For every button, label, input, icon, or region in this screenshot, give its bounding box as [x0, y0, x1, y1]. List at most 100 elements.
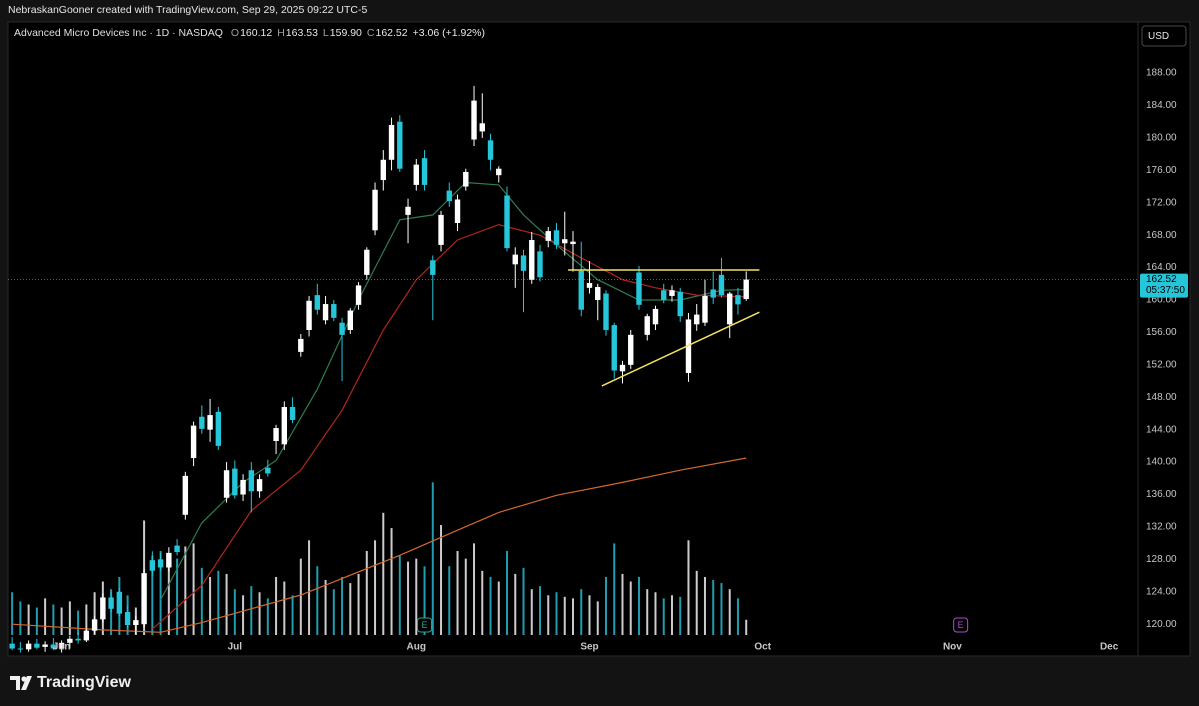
x-tick-label: Sep [580, 642, 598, 653]
candle-body [380, 159, 386, 181]
volume-bar [250, 586, 253, 635]
legend-value: 162.52 [375, 27, 407, 39]
volume-bar [415, 558, 418, 635]
volume-bar [217, 570, 220, 635]
volume-bar [176, 558, 179, 635]
candle-body [199, 416, 205, 429]
axes: 120.00 124.00 128.00 132.00 136.00 140.00 144.… [53, 68, 1188, 653]
x-tick-label: Nov [943, 642, 962, 653]
legend: Advanced Micro Devices Inc · 1D · NASDAQ… [14, 27, 485, 39]
volume-bar [530, 589, 533, 635]
volume-bar [398, 555, 401, 635]
candle-body [273, 428, 279, 442]
candle-body [91, 619, 98, 631]
candle-body [636, 272, 642, 305]
candle-body [372, 189, 378, 231]
y-tick-label: 172.00 [1146, 197, 1177, 208]
volume-bar [374, 540, 377, 635]
volume-bar [283, 581, 286, 635]
legend-key: L [323, 27, 329, 39]
volume-bar [687, 540, 690, 635]
volume-bar [52, 604, 55, 635]
candle-body [471, 100, 477, 140]
candle-body [50, 644, 57, 649]
candle-body [141, 573, 147, 625]
y-tick-label: 124.00 [1146, 586, 1177, 597]
y-tick-label: 188.00 [1146, 68, 1177, 79]
candle-body [454, 199, 461, 224]
volume-bar [720, 583, 723, 635]
currency-button[interactable] [1141, 25, 1187, 47]
volume-bar [332, 589, 335, 635]
volume-bar [19, 601, 22, 635]
volume-bar [522, 567, 525, 635]
candle-body [619, 364, 626, 372]
y-tick-label: 168.00 [1146, 230, 1177, 241]
candle-body [586, 282, 593, 288]
x-tick-label: Aug [407, 642, 426, 653]
candle-body [487, 140, 494, 160]
candle-body [331, 304, 337, 318]
candle-body [463, 171, 469, 187]
event-label: E [958, 620, 964, 630]
candle-body [446, 190, 452, 202]
candle-body [75, 638, 81, 641]
candle-body [421, 158, 428, 185]
volume-bar [110, 589, 113, 635]
volume-bar [291, 595, 294, 635]
y-tick-label: 184.00 [1146, 100, 1177, 111]
volume-bar [464, 558, 467, 635]
candle-body [735, 295, 741, 305]
volume-bar [209, 576, 212, 635]
candle-body [644, 316, 650, 335]
volume-bar [93, 592, 96, 635]
candle-body [34, 643, 40, 648]
volume-bar [11, 592, 14, 635]
candle-body [83, 630, 90, 641]
volume-bar [506, 551, 509, 635]
candle-body [562, 239, 568, 244]
candle-body [743, 279, 749, 300]
volume-bar [745, 619, 748, 635]
y-tick-label: 160.00 [1146, 295, 1177, 306]
volume-bar [646, 589, 649, 635]
volume-bar [200, 567, 203, 635]
candle-body [108, 597, 114, 609]
candle-body [207, 415, 213, 430]
legend-change: +3.06 (+1.92%) [413, 27, 485, 39]
x-tick-label: Dec [1100, 642, 1119, 653]
volume-bar [563, 596, 566, 635]
volume-bar [390, 528, 393, 635]
candle-body [223, 470, 230, 498]
volume-bar [242, 595, 245, 635]
candle-body [694, 314, 700, 325]
volume-bar [679, 596, 682, 635]
volume-bar [35, 607, 38, 635]
volume-bar [159, 551, 162, 635]
volume-bar [275, 576, 278, 635]
volume-bar [572, 598, 574, 635]
volume-bar [670, 595, 673, 635]
candle-body [289, 406, 296, 420]
y-tick-label: 176.00 [1146, 165, 1177, 176]
candle-body [603, 293, 609, 330]
countdown-label: 05:37:50 [1146, 285, 1185, 296]
legend-key: H [277, 27, 285, 39]
legend-value: 163.53 [286, 27, 318, 39]
candle-body [347, 310, 353, 330]
volume-bar [357, 573, 360, 635]
volume-bar [736, 598, 739, 635]
volume-bar [489, 576, 492, 635]
volume-bar [85, 604, 88, 635]
volume-bar [604, 576, 607, 635]
volume-bar [596, 601, 599, 635]
volume-bar [473, 543, 476, 635]
candle-body [364, 249, 370, 275]
candle-body [520, 255, 527, 271]
candle-body [553, 230, 560, 245]
volume-bar [233, 589, 236, 635]
x-tick-label: Jun [53, 642, 71, 653]
candle-body [58, 642, 65, 649]
volume-bar [308, 540, 311, 635]
candle-body [570, 241, 576, 245]
